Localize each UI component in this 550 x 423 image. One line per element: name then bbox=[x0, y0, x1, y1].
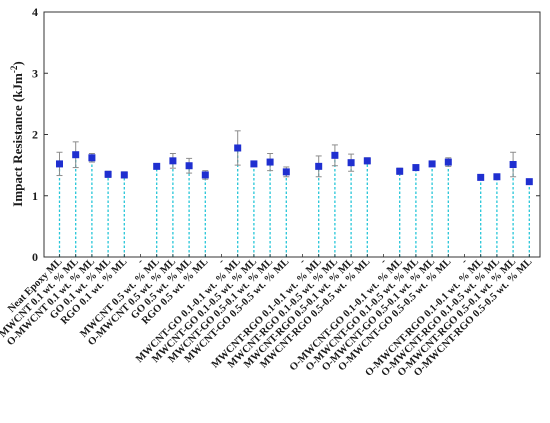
data-point bbox=[120, 171, 128, 179]
y-tick-label: 4 bbox=[32, 5, 38, 19]
x-category-label: - bbox=[216, 256, 227, 267]
data-point bbox=[56, 160, 63, 168]
y-axis-title-close: ) bbox=[10, 61, 25, 65]
data-point bbox=[396, 167, 404, 175]
data-point bbox=[234, 144, 242, 152]
data-point bbox=[72, 151, 80, 159]
y-tick-label: 1 bbox=[32, 189, 38, 203]
x-category-label: - bbox=[459, 256, 470, 267]
y-tick-label: 3 bbox=[32, 66, 38, 80]
data-point bbox=[363, 157, 371, 165]
data-point bbox=[493, 173, 501, 181]
data-point bbox=[104, 170, 112, 178]
y-axis-title-main: Impact Resistance (kJm bbox=[10, 73, 25, 207]
data-point bbox=[509, 161, 517, 169]
y-axis-title: Impact Resistance (kJm-2) bbox=[9, 61, 25, 206]
plot-frame bbox=[43, 11, 541, 258]
plot-area bbox=[56, 130, 533, 257]
data-point bbox=[412, 164, 420, 172]
data-point bbox=[266, 158, 274, 166]
data-point bbox=[169, 157, 177, 165]
data-point bbox=[444, 158, 452, 166]
y-axis-title-superscript: -2 bbox=[9, 65, 19, 73]
data-point bbox=[250, 160, 258, 168]
x-category-label: - bbox=[378, 256, 389, 267]
data-point bbox=[477, 173, 485, 181]
data-point bbox=[282, 168, 290, 176]
y-tick-label: 0 bbox=[32, 250, 38, 264]
y-tick-label: 2 bbox=[32, 128, 38, 142]
data-point bbox=[525, 178, 533, 186]
x-category-label: - bbox=[297, 256, 308, 267]
axes: 0 1 2 3 4 bbox=[32, 5, 541, 264]
data-point bbox=[315, 162, 323, 170]
data-point bbox=[331, 151, 339, 159]
data-point bbox=[185, 162, 193, 170]
x-category-label: - bbox=[135, 256, 146, 267]
data-point bbox=[428, 160, 436, 168]
data-point bbox=[347, 159, 355, 167]
data-point bbox=[153, 162, 161, 170]
data-point bbox=[201, 171, 209, 179]
data-point bbox=[88, 154, 96, 162]
